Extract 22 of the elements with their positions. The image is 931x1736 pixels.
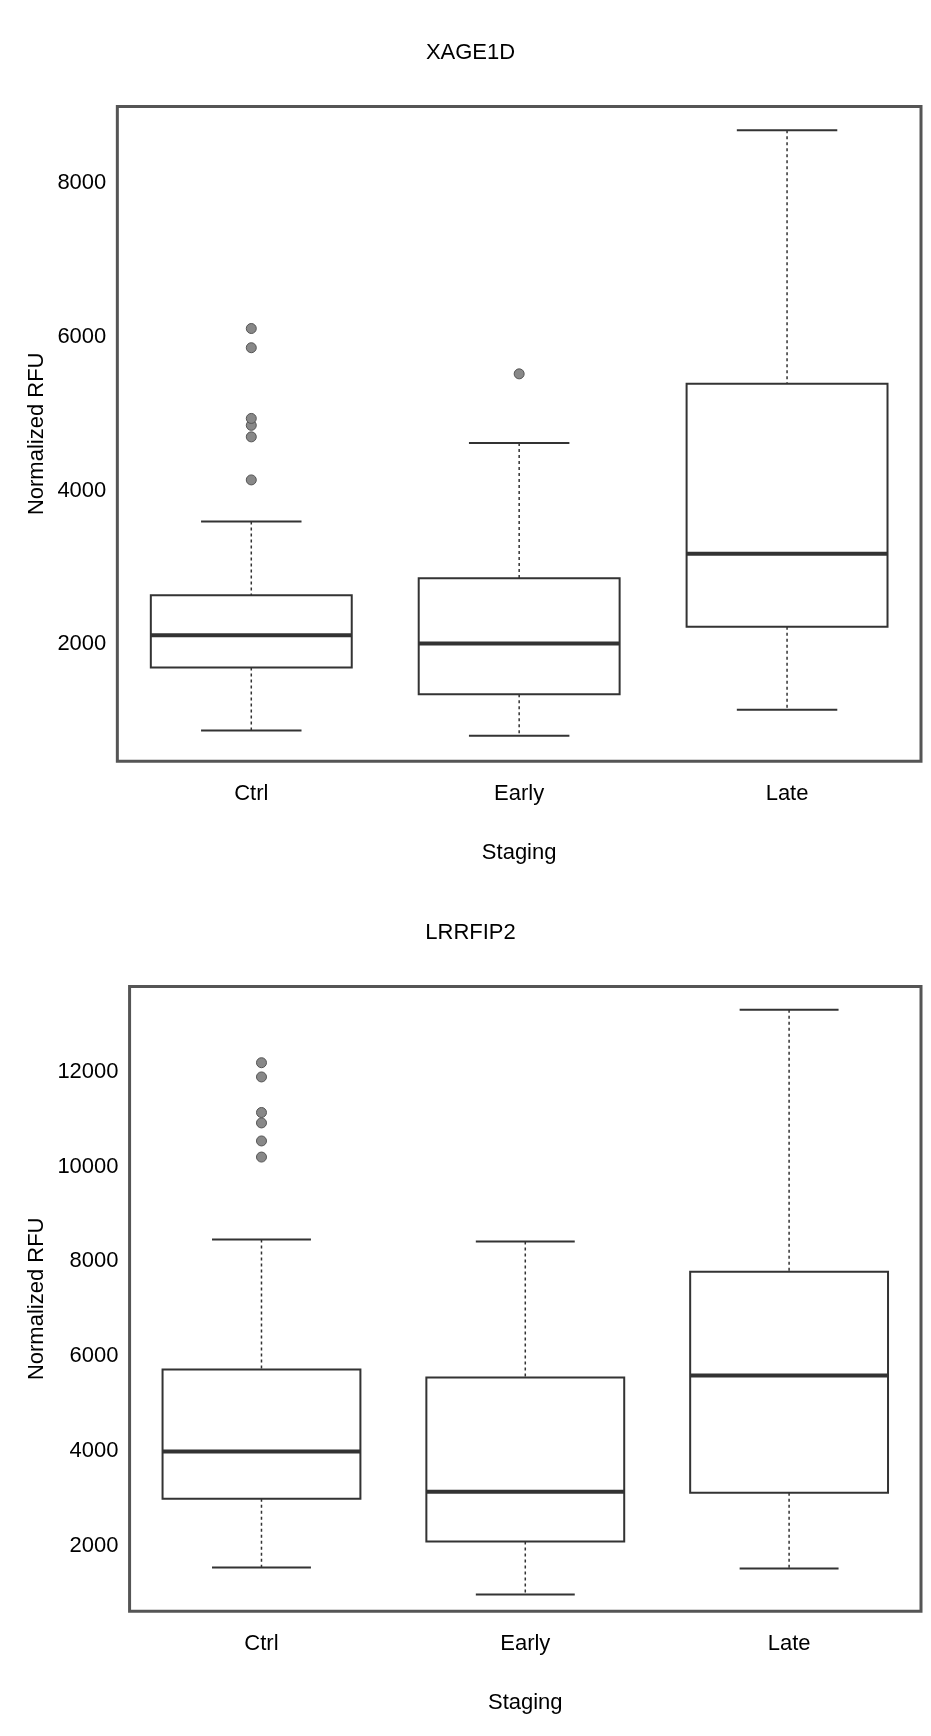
chart-title: XAGE1D [425, 39, 516, 65]
x-axis-title: Staging [487, 1688, 563, 1714]
y-tick-label: 8000 [69, 1247, 119, 1273]
y-tick-label: 2000 [57, 630, 107, 656]
y-tick-label: 10000 [57, 1152, 119, 1178]
x-axis-title: Staging [481, 838, 557, 864]
y-axis-title: Normalized RFU [23, 1217, 49, 1381]
y-tick-label: 4000 [69, 1437, 119, 1463]
y-tick-label: 6000 [57, 323, 107, 349]
x-tick-label: Ctrl [244, 1630, 279, 1656]
x-tick-label: Early [494, 780, 545, 806]
x-tick-label: Late [767, 1630, 811, 1656]
y-tick-label: 2000 [69, 1531, 119, 1557]
y-tick-label: 4000 [57, 476, 107, 502]
x-tick-label: Ctrl [234, 780, 269, 806]
x-tick-label: Early [500, 1630, 551, 1656]
y-tick-label: 8000 [57, 169, 107, 195]
chart-title: LRRFIP2 [425, 919, 516, 945]
y-axis-title: Normalized RFU [23, 352, 49, 516]
x-tick-label: Late [765, 780, 809, 806]
y-tick-label: 12000 [57, 1057, 119, 1083]
y-tick-label: 6000 [69, 1342, 119, 1368]
